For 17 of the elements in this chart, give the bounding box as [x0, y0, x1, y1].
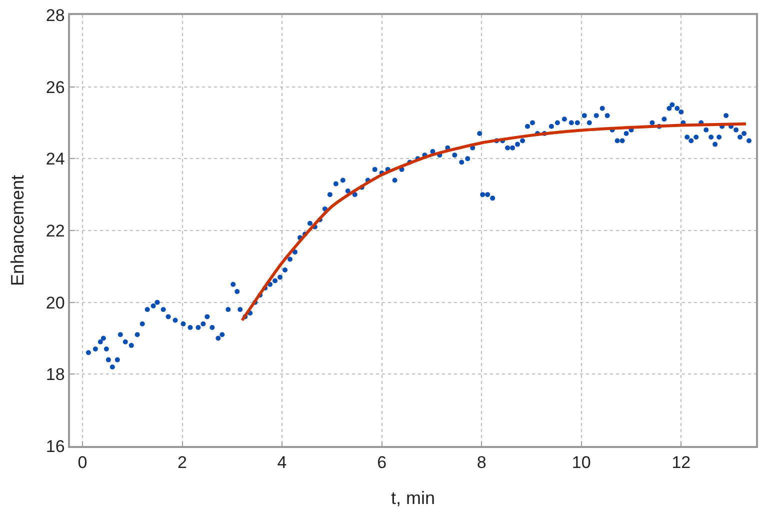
y-tick-label: 28 [46, 6, 65, 25]
y-tick-label: 16 [46, 436, 65, 456]
y-tick-label: 22 [46, 221, 65, 240]
line-series [240, 122, 748, 322]
x-tick-label: 0 [78, 453, 88, 472]
x-tick-label: 2 [178, 453, 187, 472]
x-tick-label: 8 [476, 453, 486, 472]
y-tick-label: 24 [46, 150, 65, 169]
y-tick-label: 26 [46, 78, 65, 97]
x-axis-title: t, min [390, 488, 436, 508]
y-tick-label: 18 [46, 365, 65, 384]
x-tick-label: 6 [377, 453, 387, 472]
x-tick-label: 4 [277, 453, 287, 472]
x-tick-label: 10 [572, 453, 591, 472]
y-axis-title: Enhancement [8, 174, 28, 286]
x-tick-label: 12 [672, 453, 691, 472]
y-tick-label: 20 [46, 293, 65, 312]
